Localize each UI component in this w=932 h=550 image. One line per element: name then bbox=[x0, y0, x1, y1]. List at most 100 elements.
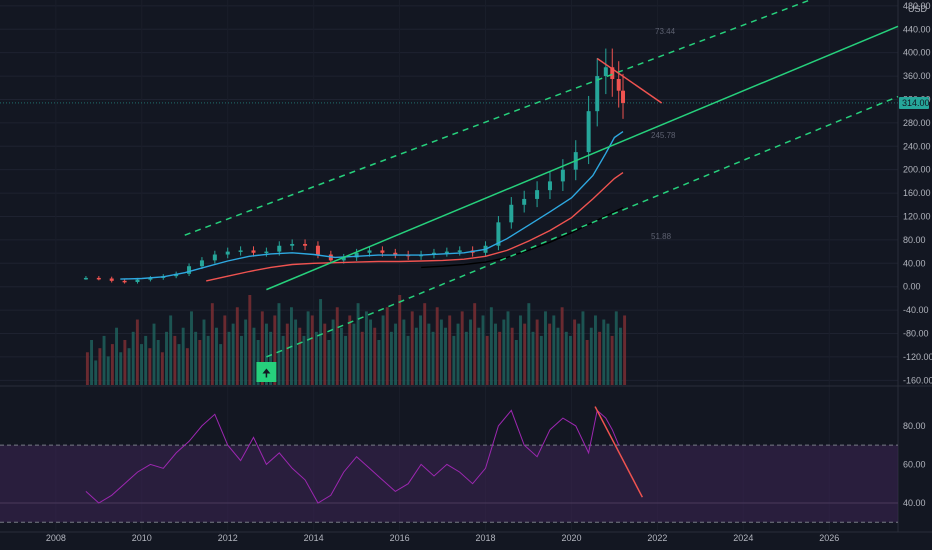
volume-bar bbox=[514, 340, 518, 385]
volume-bar bbox=[185, 348, 189, 385]
volume-bar bbox=[215, 327, 218, 385]
candle-body bbox=[586, 111, 591, 153]
volume-bar bbox=[606, 323, 610, 385]
rsi-line bbox=[85, 409, 620, 504]
candle-body bbox=[560, 169, 565, 182]
signal-marker bbox=[256, 362, 277, 382]
volume-bar bbox=[181, 327, 185, 385]
price-tick-label: 160.00 bbox=[903, 188, 931, 198]
volume-bar bbox=[435, 307, 439, 385]
volume-bar bbox=[573, 319, 577, 385]
volume-bar bbox=[335, 307, 339, 385]
volume-bar bbox=[481, 315, 485, 385]
candle-body bbox=[277, 245, 282, 252]
candle-body bbox=[509, 204, 514, 223]
volume-bar bbox=[319, 299, 323, 385]
volume-bar bbox=[498, 331, 502, 385]
volume-bar bbox=[423, 303, 427, 385]
candle-body bbox=[135, 279, 140, 283]
volume-bar bbox=[389, 331, 393, 385]
volume-bar bbox=[165, 331, 168, 385]
volume-bar bbox=[510, 327, 514, 385]
volume-bar bbox=[277, 303, 281, 385]
volume-bar bbox=[148, 348, 152, 385]
candle-body bbox=[603, 67, 608, 77]
candle-body bbox=[238, 250, 243, 252]
annotation-mid: 245.78 bbox=[651, 131, 676, 140]
candle-body bbox=[535, 190, 540, 199]
candle-body bbox=[251, 250, 256, 253]
volume-bar bbox=[294, 319, 298, 385]
candle-body bbox=[212, 254, 217, 261]
signal-marker-icon: 🠉 bbox=[262, 367, 271, 380]
volume-bar bbox=[206, 335, 210, 385]
currency-label: USD bbox=[908, 4, 928, 14]
current-price-text: 314.00 bbox=[902, 98, 930, 108]
volume-bar bbox=[269, 331, 273, 385]
volume-bar bbox=[523, 323, 527, 385]
candle-body bbox=[341, 257, 346, 261]
volume-bar bbox=[419, 315, 423, 385]
rsi-tick-label: 60.00 bbox=[903, 459, 926, 469]
volume-bar bbox=[102, 335, 106, 385]
volume-bars bbox=[85, 295, 627, 385]
candle-body bbox=[303, 243, 308, 246]
moving-average-line bbox=[120, 131, 624, 280]
volume-bar bbox=[556, 327, 560, 385]
candle-body bbox=[547, 181, 552, 191]
volume-bar bbox=[569, 335, 572, 385]
volume-bar bbox=[593, 315, 597, 385]
volume-bar bbox=[398, 295, 402, 385]
volume-bar bbox=[227, 331, 231, 385]
trend-line bbox=[596, 57, 663, 104]
volume-bar bbox=[310, 315, 314, 385]
volume-bar bbox=[427, 323, 431, 385]
volume-bar bbox=[194, 331, 198, 385]
volume-bar bbox=[477, 327, 481, 385]
volume-bar bbox=[156, 340, 160, 385]
volume-bar bbox=[131, 331, 135, 385]
volume-bar bbox=[456, 323, 460, 385]
price-tick-label: -40.00 bbox=[903, 305, 929, 315]
volume-bar bbox=[623, 315, 627, 385]
candle-body bbox=[83, 277, 88, 280]
candle-body bbox=[621, 90, 626, 103]
candle-body bbox=[264, 251, 269, 254]
volume-bar bbox=[360, 331, 364, 385]
volume-bar bbox=[544, 311, 547, 385]
volume-bar bbox=[339, 327, 343, 385]
volume-bar bbox=[618, 327, 622, 385]
volume-bar bbox=[231, 323, 235, 385]
volume-bar bbox=[402, 319, 406, 385]
volume-bar bbox=[198, 340, 202, 385]
price-tick-label: -80.00 bbox=[903, 329, 929, 339]
volume-bar bbox=[352, 323, 356, 385]
x-tick-label: 2018 bbox=[476, 533, 496, 543]
volume-bar bbox=[344, 335, 348, 385]
price-tick-label: 240.00 bbox=[903, 141, 931, 151]
volume-bar bbox=[598, 331, 602, 385]
candle-body bbox=[595, 76, 600, 112]
volume-bar bbox=[489, 307, 493, 385]
volume-bar bbox=[240, 335, 243, 385]
volume-bar bbox=[119, 352, 123, 385]
volume-bar bbox=[552, 315, 556, 385]
trend-drawings[interactable]: 🠉 bbox=[184, 0, 899, 498]
volume-bar bbox=[394, 323, 398, 385]
volume-bar bbox=[273, 315, 277, 385]
volume-bar bbox=[369, 319, 373, 385]
volume-bar bbox=[210, 303, 214, 385]
volume-bar bbox=[452, 335, 456, 385]
volume-bar bbox=[190, 311, 193, 385]
volume-bar bbox=[173, 335, 177, 385]
candle-body bbox=[380, 250, 385, 253]
volume-bar bbox=[90, 340, 94, 385]
x-tick-label: 2020 bbox=[561, 533, 581, 543]
volume-bar bbox=[377, 340, 381, 385]
x-tick-label: 2008 bbox=[46, 533, 66, 543]
price-tick-label: 280.00 bbox=[903, 118, 931, 128]
volume-bar bbox=[306, 311, 310, 385]
x-tick-label: 2012 bbox=[218, 533, 238, 543]
volume-bar bbox=[373, 327, 377, 385]
